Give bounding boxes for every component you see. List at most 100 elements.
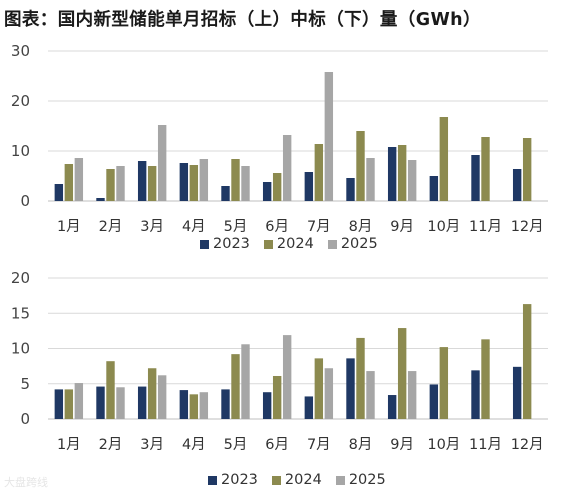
top-bar-2024-8	[356, 131, 365, 201]
top-bar-2024-1	[64, 164, 74, 201]
bottom-bar-2025-4	[199, 392, 209, 419]
bottom-bar-2024-1	[64, 389, 74, 419]
bottom-bar-2025-5	[241, 344, 250, 419]
top-bar-2024-7	[314, 144, 324, 201]
top-x-tick-label: 8月	[349, 219, 373, 235]
bottom-bar-2023-1	[54, 389, 64, 419]
bottom-bar-2024-12	[522, 304, 532, 419]
top-legend-swatch	[327, 239, 337, 249]
bottom-x-tick-label: 6月	[265, 437, 289, 453]
bottom-legend-swatch	[335, 475, 345, 485]
bottom-bar-2023-7	[304, 396, 314, 419]
top-bar-2024-11	[481, 137, 490, 201]
top-x-tick-label: 6月	[265, 219, 289, 235]
bottom-x-tick-label: 8月	[349, 437, 373, 453]
bottom-bar-2024-7	[314, 358, 324, 419]
top-bar-chart: 0 10 20 30 1月 2月 3月 4月 5月 6月 7月 8月 9月 10月 11月 12月	[11, 42, 548, 235]
bottom-x-tick-label: 1月	[57, 437, 81, 453]
top-x-tick-label: 3月	[140, 219, 164, 235]
top-x-tick-label: 11月	[469, 219, 502, 235]
bottom-bar-2024-8	[356, 337, 365, 419]
top-y-tick-label: 0	[20, 192, 30, 210]
bottom-bar-2024-10	[439, 347, 449, 419]
bottom-bar-2025-1	[74, 383, 84, 419]
top-x-tick-label: 1月	[57, 219, 81, 235]
bottom-legend-item-2024: 2024	[271, 472, 322, 488]
top-bar-2023-2	[96, 198, 105, 201]
bottom-x-tick-label: 2月	[99, 437, 123, 453]
watermark-logo: 大盘跨线	[4, 476, 48, 489]
top-bar-2024-5	[231, 159, 240, 201]
bottom-bar-2023-5	[221, 389, 230, 419]
top-bar-2025-3	[157, 125, 167, 201]
bottom-bar-2024-4	[189, 394, 199, 419]
bottom-x-tick-label: 12月	[511, 437, 544, 453]
bottom-x-tick-label: 11月	[469, 437, 502, 453]
bottom-bar-chart: 0 5 10 15 20 1月 2月 3月 4月 5月 6月 7月 8月 9月 10月 11月 12月	[11, 269, 548, 453]
top-bar-2024-3	[147, 166, 157, 201]
bottom-x-tick-label: 5月	[224, 437, 248, 453]
bottom-y-tick-label: 5	[20, 375, 30, 393]
bottom-bar-2025-7	[324, 368, 334, 419]
bottom-x-tick-label: 7月	[307, 437, 331, 453]
bottom-x-tick-label: 10月	[427, 437, 460, 453]
bottom-bar-2024-6	[272, 375, 282, 419]
chart-title: 图表：国内新型储能单月招标（上）中标（下）量（GWh）	[4, 10, 481, 30]
bottom-bar-2023-11	[471, 370, 480, 419]
top-bar-2023-12	[512, 169, 522, 201]
bottom-bar-2023-4	[179, 390, 189, 419]
top-bar-2023-10	[429, 176, 439, 201]
bottom-bar-2025-3	[157, 375, 167, 419]
top-legend-label: 2024	[276, 236, 314, 252]
top-bar-2023-11	[471, 155, 480, 201]
top-legend-item-2023: 2023	[200, 236, 250, 252]
top-bar-2023-6	[262, 182, 272, 201]
top-bar-2025-6	[282, 135, 292, 201]
top-bar-2024-9	[397, 145, 407, 201]
top-legend-swatch	[263, 239, 273, 249]
top-x-tick-label: 2月	[99, 219, 123, 235]
top-x-tick-label: 9月	[390, 219, 414, 235]
top-bar-2024-10	[439, 117, 449, 201]
top-legend-swatch	[200, 239, 209, 249]
bottom-legend-label: 2025	[348, 472, 386, 488]
top-x-tick-label: 5月	[224, 219, 248, 235]
top-bar-2023-5	[221, 186, 230, 201]
top-bar-2023-7	[304, 172, 314, 201]
bottom-y-tick-label: 20	[11, 269, 30, 287]
bottom-legend-label: 2024	[284, 472, 322, 488]
top-legend: 2023 2024 2025	[200, 236, 378, 252]
top-bar-2023-1	[54, 184, 64, 201]
bottom-bar-2024-9	[397, 328, 407, 419]
top-y-tick-label: 30	[11, 42, 30, 60]
bottom-x-tick-label: 3月	[140, 437, 164, 453]
bottom-legend: 2023 2024 2025	[208, 472, 386, 488]
top-x-tick-label: 12月	[511, 219, 544, 235]
bottom-bar-2023-6	[262, 392, 272, 419]
bottom-bar-2025-8	[366, 371, 375, 419]
top-legend-item-2025: 2025	[327, 236, 378, 252]
bottom-legend-swatch	[271, 475, 281, 485]
bottom-bar-2024-3	[147, 368, 157, 419]
bottom-x-tick-label: 4月	[182, 437, 206, 453]
top-bar-2025-8	[366, 158, 375, 201]
top-bar-2024-12	[522, 138, 532, 201]
bottom-bar-2023-2	[96, 386, 105, 419]
bottom-bar-2024-11	[481, 339, 490, 419]
bottom-bar-2023-8	[346, 358, 355, 419]
bottom-bar-2023-3	[137, 386, 147, 419]
top-x-tick-label: 7月	[307, 219, 331, 235]
top-bar-2023-4	[179, 163, 189, 201]
top-bar-2025-2	[116, 166, 125, 201]
top-bar-2025-7	[324, 72, 334, 201]
bottom-y-tick-label: 10	[11, 340, 30, 358]
bottom-bar-2024-5	[231, 354, 240, 419]
bottom-legend-swatch	[208, 475, 217, 485]
top-bar-2025-9	[407, 160, 417, 201]
top-legend-item-2024: 2024	[263, 236, 314, 252]
bottom-bar-2023-12	[512, 366, 522, 419]
top-bar-2025-5	[241, 166, 250, 201]
top-bar-2025-4	[199, 159, 209, 201]
bottom-legend-item-2025: 2025	[335, 472, 386, 488]
top-bar-2025-1	[74, 158, 84, 201]
